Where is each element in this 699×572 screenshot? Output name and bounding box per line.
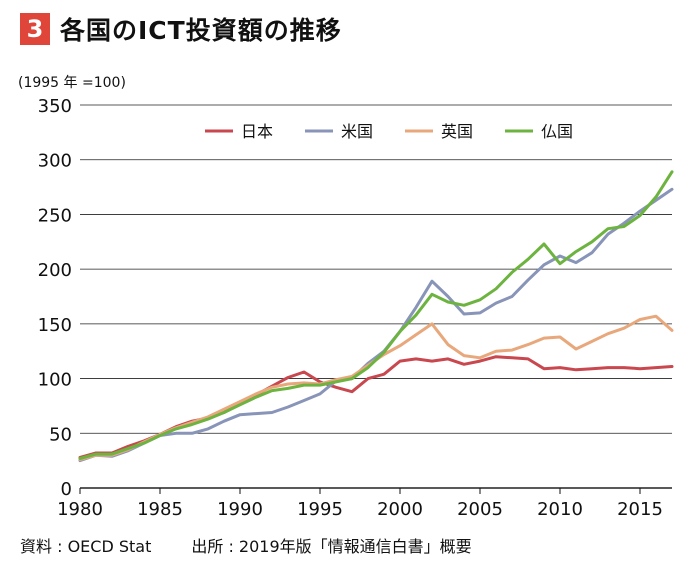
data-source-text: 資料 : OECD Stat — [20, 537, 152, 556]
series-line — [78, 355, 674, 459]
y-tick-label: 0 — [61, 479, 72, 500]
x-tick-label: 1990 — [217, 499, 263, 520]
y-tick-label: 250 — [38, 205, 72, 226]
x-tick-label: 2005 — [457, 499, 503, 520]
series-line — [78, 187, 674, 463]
y-tick-label: 300 — [38, 151, 72, 172]
x-tick-label: 1995 — [297, 499, 343, 520]
publication-source-text: 出所 : 2019年版「情報通信白書」概要 — [191, 537, 472, 556]
y-tick-label: 150 — [38, 315, 72, 336]
legend-label: 日本 — [241, 122, 273, 141]
y-tick-label: 50 — [49, 424, 72, 445]
series-line — [78, 314, 674, 461]
series-line — [78, 170, 674, 460]
x-tick-label: 2000 — [377, 499, 423, 520]
figure-title: 各国のICT投資額の推移 — [60, 16, 342, 45]
x-tick-label: 2015 — [617, 499, 663, 520]
y-axis-unit-label: (1995 年 =100) — [18, 75, 126, 91]
figure-number-badge: 3 — [20, 13, 50, 45]
y-tick-label: 100 — [38, 370, 72, 391]
figure-header: 3 各国のICT投資額の推移 — [20, 12, 342, 46]
legend-label: 仏国 — [541, 122, 573, 141]
x-tick-label: 1985 — [137, 499, 183, 520]
legend-label: 英国 — [441, 122, 473, 141]
x-tick-label: 1980 — [57, 499, 103, 520]
legend-label: 米国 — [341, 122, 373, 141]
y-tick-label: 350 — [38, 96, 72, 117]
x-tick-label: 2010 — [537, 499, 583, 520]
source-footer: 資料 : OECD Stat 出所 : 2019年版「情報通信白書」概要 — [20, 533, 472, 557]
y-tick-label: 200 — [38, 260, 72, 281]
